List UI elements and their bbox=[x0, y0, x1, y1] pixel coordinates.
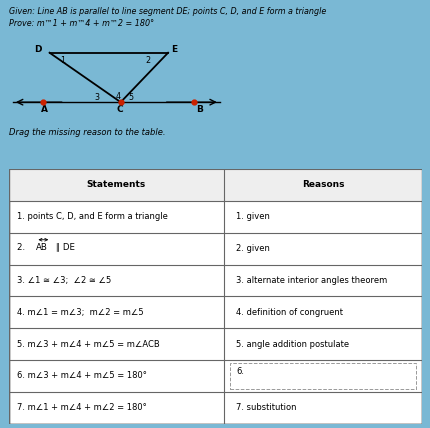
Text: 2. given: 2. given bbox=[236, 244, 270, 253]
Text: D: D bbox=[34, 45, 42, 54]
Text: 6.: 6. bbox=[236, 367, 244, 376]
Text: 5: 5 bbox=[128, 93, 133, 102]
Text: ∥ DE: ∥ DE bbox=[53, 243, 75, 252]
Text: 3. alternate interior angles theorem: 3. alternate interior angles theorem bbox=[236, 276, 387, 285]
Text: 1. given: 1. given bbox=[236, 212, 270, 221]
Text: AB: AB bbox=[35, 243, 47, 252]
Text: 4: 4 bbox=[115, 92, 120, 101]
Text: 6. m∠3 + m∠4 + m∠5 = 180°: 6. m∠3 + m∠4 + m∠5 = 180° bbox=[17, 372, 147, 380]
Text: Prove: m™1 + m™4 + m™2 = 180°: Prove: m™1 + m™4 + m™2 = 180° bbox=[9, 19, 154, 28]
Text: B: B bbox=[196, 105, 203, 114]
Text: Statements: Statements bbox=[86, 181, 145, 190]
Bar bbox=[230, 363, 415, 389]
Text: A: A bbox=[41, 105, 48, 114]
Text: 1: 1 bbox=[60, 56, 65, 65]
Text: 4. m∠1 = m∠3;  m∠2 = m∠5: 4. m∠1 = m∠3; m∠2 = m∠5 bbox=[17, 308, 143, 317]
Bar bbox=[9, 169, 421, 201]
Text: 7. m∠1 + m∠4 + m∠2 = 180°: 7. m∠1 + m∠4 + m∠2 = 180° bbox=[17, 403, 146, 412]
Text: 3: 3 bbox=[94, 93, 99, 102]
Text: 5. angle addition postulate: 5. angle addition postulate bbox=[236, 340, 348, 349]
Text: 3. ∠1 ≅ ∠3;  ∠2 ≅ ∠5: 3. ∠1 ≅ ∠3; ∠2 ≅ ∠5 bbox=[17, 276, 111, 285]
Text: 1. points C, D, and E form a triangle: 1. points C, D, and E form a triangle bbox=[17, 212, 167, 221]
Text: 5. m∠3 + m∠4 + m∠5 = m∠ACB: 5. m∠3 + m∠4 + m∠5 = m∠ACB bbox=[17, 340, 159, 349]
Text: 7. substitution: 7. substitution bbox=[236, 403, 296, 412]
Text: C: C bbox=[116, 105, 123, 114]
Text: Reasons: Reasons bbox=[301, 181, 344, 190]
Text: 2: 2 bbox=[145, 56, 150, 65]
Text: 2.: 2. bbox=[17, 243, 28, 252]
Text: 4. definition of congruent: 4. definition of congruent bbox=[236, 308, 342, 317]
Text: E: E bbox=[171, 45, 177, 54]
Text: Drag the missing reason to the table.: Drag the missing reason to the table. bbox=[9, 128, 165, 137]
Text: Given: Line AB is parallel to line segment DE; points C, D, and E form a triangl: Given: Line AB is parallel to line segme… bbox=[9, 6, 325, 15]
